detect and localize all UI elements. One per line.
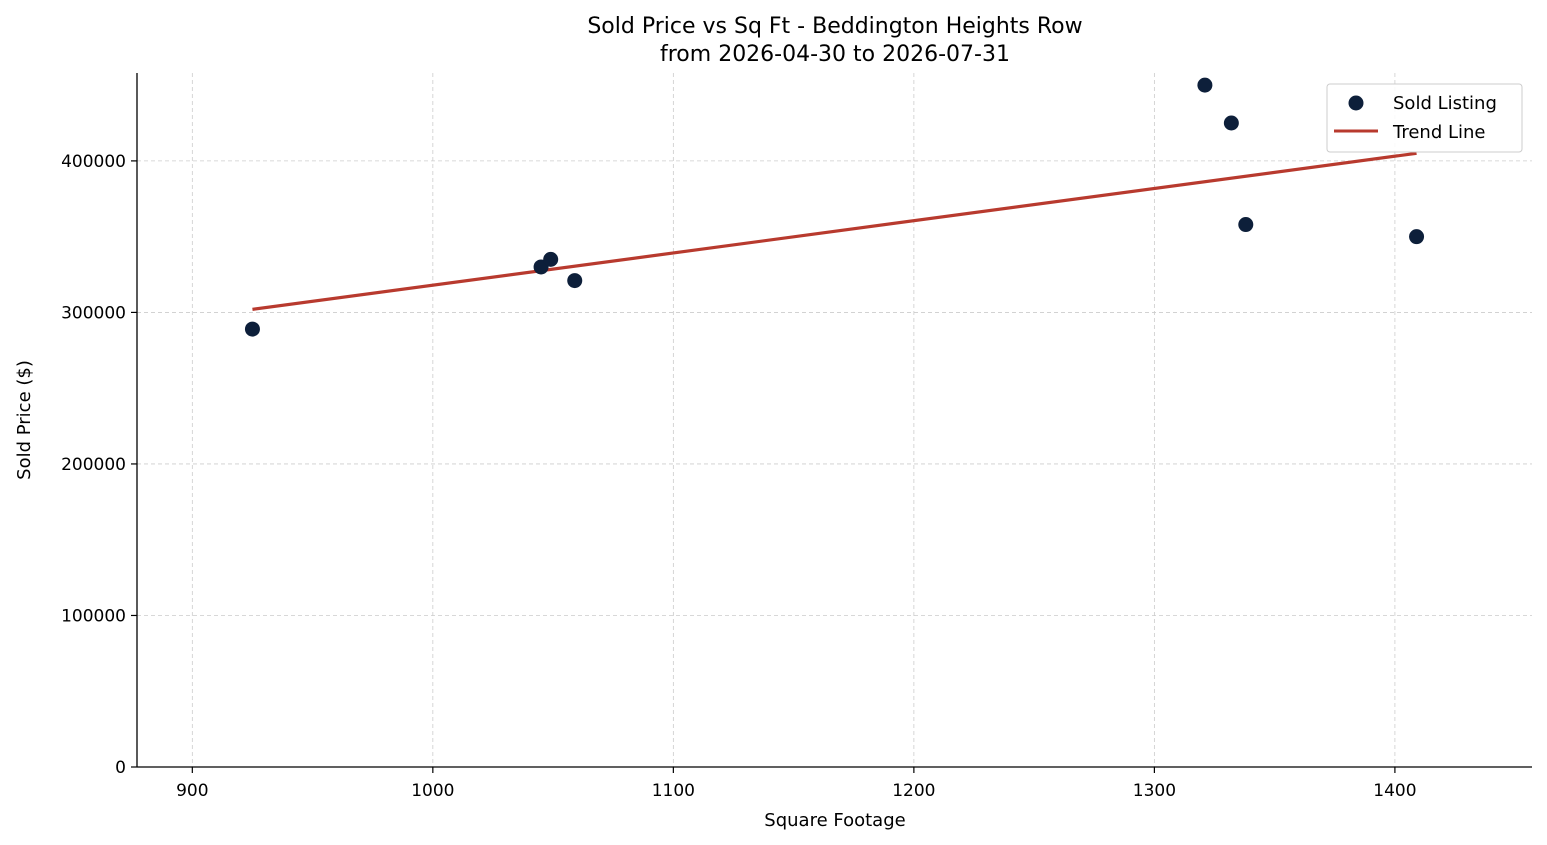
y-tick-label: 0 bbox=[115, 758, 126, 778]
x-tick-label: 1200 bbox=[892, 781, 935, 801]
scatter-point bbox=[567, 273, 583, 289]
legend-label-sold-listing: Sold Listing bbox=[1393, 93, 1497, 114]
scatter-points bbox=[244, 77, 1425, 337]
x-tick-label: 1400 bbox=[1373, 781, 1416, 801]
y-axis-label: Sold Price ($) bbox=[14, 360, 35, 480]
scatter-point bbox=[244, 321, 260, 337]
y-tick-label: 300000 bbox=[61, 303, 126, 323]
legend: Sold Listing Trend Line bbox=[1326, 83, 1523, 153]
scatter-point bbox=[1238, 217, 1254, 233]
y-tick-label: 400000 bbox=[61, 152, 126, 172]
scatter-point bbox=[1223, 115, 1239, 131]
x-tick-label: 1000 bbox=[411, 781, 454, 801]
y-ticks: 0 100000 200000 300000 400000 bbox=[61, 152, 137, 778]
trend-line bbox=[252, 151, 1417, 311]
grid bbox=[137, 73, 1532, 767]
x-tick-label: 1100 bbox=[652, 781, 695, 801]
scatter-point bbox=[543, 251, 559, 267]
x-tick-label: 1300 bbox=[1133, 781, 1176, 801]
legend-label-trend-line: Trend Line bbox=[1392, 122, 1486, 143]
scatter-point bbox=[1409, 229, 1425, 245]
scatter-point bbox=[1197, 77, 1213, 93]
chart-subtitle: from 2026-04-30 to 2026-07-31 bbox=[660, 42, 1010, 67]
x-ticks: 900 1000 1100 1200 1300 1400 bbox=[176, 767, 1417, 801]
legend-marker-sold-listing bbox=[1348, 95, 1364, 111]
trend-line-layer bbox=[252, 151, 1417, 311]
y-tick-label: 200000 bbox=[61, 455, 126, 475]
y-tick-label: 100000 bbox=[61, 606, 126, 626]
x-axis-label: Square Footage bbox=[764, 810, 905, 831]
x-tick-label: 900 bbox=[176, 781, 208, 801]
chart-title: Sold Price vs Sq Ft - Beddington Heights… bbox=[587, 14, 1082, 39]
legend-box bbox=[1326, 83, 1523, 153]
